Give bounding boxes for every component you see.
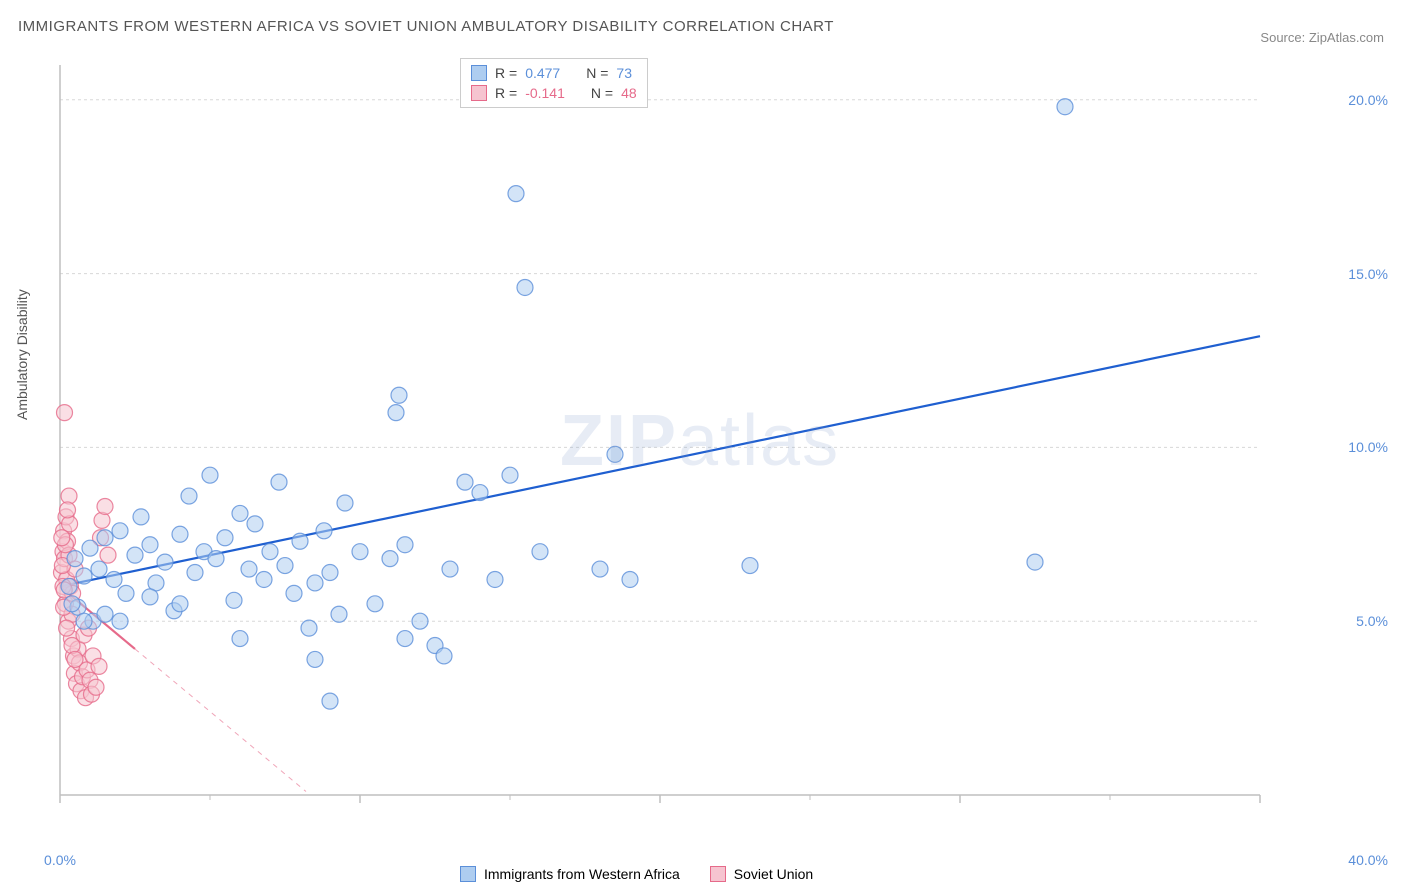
correlation-legend: R = 0.477 N = 73 R = -0.141 N = 48 bbox=[460, 58, 648, 108]
series-legend-item-a: Immigrants from Western Africa bbox=[460, 866, 680, 882]
legend-r-label-b: R = bbox=[495, 85, 517, 101]
series-name-a: Immigrants from Western Africa bbox=[484, 866, 680, 882]
series-swatch-b bbox=[710, 866, 726, 882]
legend-n-value-b: 48 bbox=[621, 85, 637, 101]
series-legend: Immigrants from Western Africa Soviet Un… bbox=[460, 866, 813, 882]
source-attribution: Source: ZipAtlas.com bbox=[1260, 30, 1384, 45]
series-legend-item-b: Soviet Union bbox=[710, 866, 813, 882]
legend-row-series-a: R = 0.477 N = 73 bbox=[471, 63, 637, 83]
series-swatch-a bbox=[460, 866, 476, 882]
source-value: ZipAtlas.com bbox=[1309, 30, 1384, 45]
y-tick-label: 10.0% bbox=[1348, 439, 1388, 455]
legend-r-label-a: R = bbox=[495, 65, 517, 81]
y-axis-label: Ambulatory Disability bbox=[14, 289, 30, 420]
legend-r-value-a: 0.477 bbox=[525, 65, 560, 81]
legend-swatch-a bbox=[471, 65, 487, 81]
scatter-chart bbox=[50, 55, 1320, 835]
source-label: Source: bbox=[1260, 30, 1305, 45]
x-tick-label: 40.0% bbox=[1348, 852, 1388, 868]
chart-title: IMMIGRANTS FROM WESTERN AFRICA VS SOVIET… bbox=[18, 18, 834, 35]
y-tick-label: 20.0% bbox=[1348, 92, 1388, 108]
legend-n-label-a: N = bbox=[586, 65, 608, 81]
x-tick-label: 0.0% bbox=[44, 852, 76, 868]
legend-swatch-b bbox=[471, 85, 487, 101]
y-tick-label: 15.0% bbox=[1348, 266, 1388, 282]
legend-r-value-b: -0.141 bbox=[525, 85, 565, 101]
legend-n-label-b: N = bbox=[591, 85, 613, 101]
plot-area bbox=[50, 55, 1320, 835]
series-name-b: Soviet Union bbox=[734, 866, 813, 882]
legend-row-series-b: R = -0.141 N = 48 bbox=[471, 83, 637, 103]
legend-n-value-a: 73 bbox=[616, 65, 632, 81]
y-tick-label: 5.0% bbox=[1356, 613, 1388, 629]
